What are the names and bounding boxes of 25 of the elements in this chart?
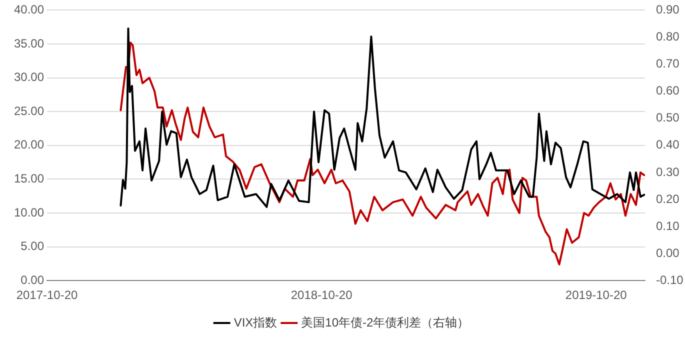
y-tick-label: 5.00: [20, 239, 44, 254]
y2-tick-label: -0.10: [656, 272, 684, 287]
y2-tick-label: 0.60: [656, 84, 680, 98]
x-tick-label: 2018-10-20: [290, 288, 353, 302]
y-tick-label: 35.00: [14, 36, 44, 50]
y2-tick-label: 0.30: [656, 164, 680, 179]
legend-label: VIX指数: [234, 315, 278, 330]
y2-tick-label: 0.40: [656, 138, 680, 152]
y2-tick-label: 0.70: [656, 56, 680, 71]
y-tick-label: 15.00: [14, 172, 44, 186]
x-tick-label: 2019-10-20: [565, 288, 628, 302]
y2-tick-label: 0.50: [656, 110, 680, 125]
y-tick-label: 0.00: [20, 272, 44, 287]
y-tick-label: 30.00: [14, 70, 44, 84]
y2-tick-label: 0.80: [656, 30, 680, 44]
y2-tick-label: 0.10: [656, 218, 680, 233]
y-tick-label: 40.00: [14, 2, 44, 17]
y2-tick-label: 0.20: [656, 192, 680, 206]
y-tick-label: 25.00: [14, 104, 44, 118]
legend-label: 美国10年债-2年债利差（右轴）: [301, 315, 470, 330]
y-tick-label: 20.00: [14, 138, 44, 152]
y2-tick-label: 0.00: [656, 246, 680, 260]
y2-tick-label: 0.90: [656, 2, 680, 17]
y-tick-label: 10.00: [14, 205, 44, 220]
x-tick-label: 2017-10-20: [16, 288, 78, 302]
